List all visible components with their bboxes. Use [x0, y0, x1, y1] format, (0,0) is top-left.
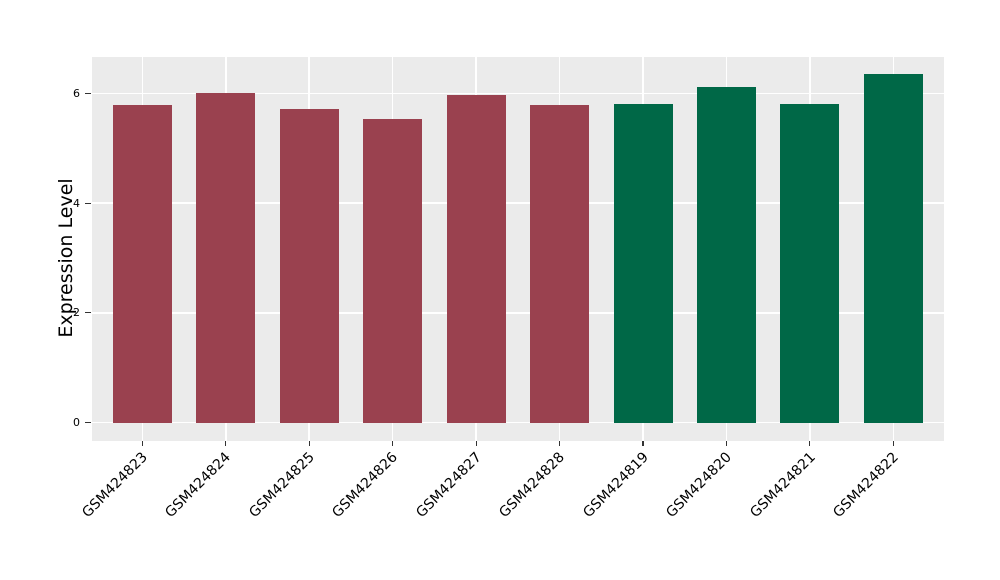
x-tick-mark	[141, 441, 143, 446]
x-tick-mark	[475, 441, 477, 446]
y-tick-mark	[85, 312, 91, 314]
x-tick-mark	[642, 441, 644, 446]
x-tick-label-GSM424823: GSM424823	[79, 449, 151, 521]
x-tick-label-GSM424827: GSM424827	[413, 449, 485, 521]
y-tick-label: 6	[73, 86, 80, 100]
x-tick-mark	[725, 441, 728, 446]
bar-GSM424824	[196, 92, 256, 423]
bar-GSM424828	[530, 104, 590, 423]
x-tick-label-GSM424825: GSM424825	[246, 449, 318, 521]
h-gridline	[92, 421, 944, 424]
bar-GSM424822	[863, 73, 923, 423]
y-tick-mark	[85, 202, 91, 204]
bar-GSM424827	[446, 95, 506, 423]
x-tick-mark	[392, 441, 394, 446]
y-tick-label: 4	[73, 196, 80, 210]
y-tick-mark	[85, 92, 91, 94]
x-tick-mark	[558, 441, 561, 446]
bar-GSM424821	[780, 103, 840, 423]
h-gridline	[92, 92, 944, 95]
bar-GSM424823	[112, 105, 172, 423]
x-tick-mark	[809, 441, 811, 446]
bar-GSM424820	[696, 87, 756, 423]
x-tick-label-GSM424826: GSM424826	[329, 449, 402, 521]
y-tick-label: 2	[73, 306, 80, 320]
x-tick-label-GSM424820: GSM424820	[663, 449, 736, 521]
y-tick-mark	[85, 422, 91, 424]
bar-GSM424826	[363, 118, 423, 423]
y-tick-label: 0	[73, 416, 80, 430]
x-tick-label-GSM424828: GSM424828	[496, 449, 569, 521]
bar-GSM424825	[279, 108, 339, 423]
x-tick-mark	[225, 441, 227, 446]
x-tick-label-GSM424822: GSM424822	[830, 449, 902, 521]
plot-area	[92, 57, 944, 441]
x-tick-mark	[308, 441, 310, 446]
bar-GSM424819	[613, 103, 673, 423]
h-gridline	[92, 202, 944, 204]
x-tick-label-GSM424824: GSM424824	[162, 449, 235, 521]
x-tick-label-GSM424819: GSM424819	[580, 449, 652, 521]
x-tick-label-GSM424821: GSM424821	[746, 449, 819, 521]
x-tick-mark	[892, 441, 894, 446]
h-gridline	[92, 312, 944, 314]
